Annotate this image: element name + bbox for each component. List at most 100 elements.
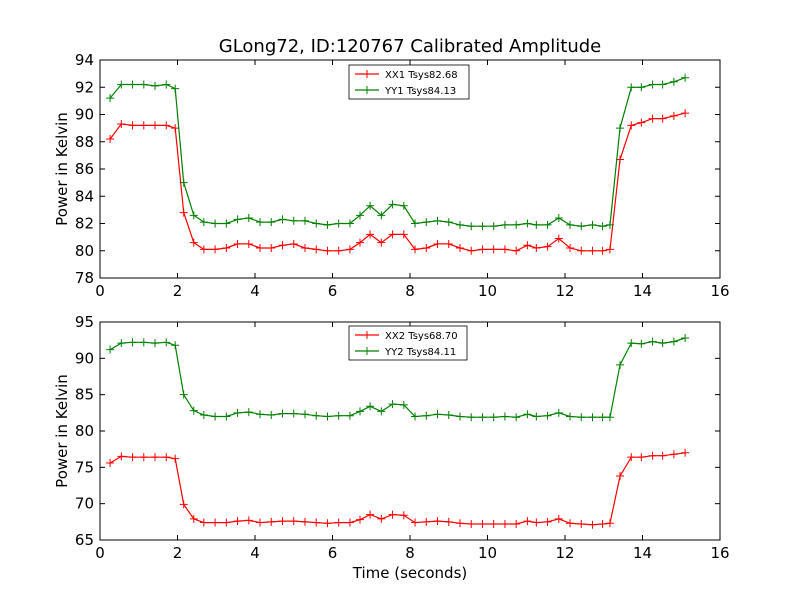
data-point [323,519,332,528]
data-point [637,118,646,127]
legend-entry: YY1 Tsys84.13 [384,86,456,97]
x-tick-label: 16 [710,282,729,300]
data-point [179,178,188,187]
data-point [244,516,253,525]
data-point [377,514,386,523]
data-point [543,220,552,229]
data-point [211,518,220,527]
y-tick-label: 94 [75,51,94,69]
data-point [489,222,498,231]
data-point [554,214,563,223]
data-point [455,220,464,229]
legend-entry: XX2 Tsys68.70 [385,331,458,342]
data-point [222,412,231,421]
data-point [233,239,242,248]
data-point [444,517,453,526]
data-point [199,245,208,254]
data-point [179,390,188,399]
data-point [467,246,476,255]
data-point [669,77,678,86]
data-point [399,201,408,210]
bottom-plot: 0 2 4 6 8 10 12 14 16 65 70 75 80 85 90 95 Power in Kelv… [53,313,730,562]
data-point [500,412,509,421]
data-point [433,239,442,248]
data-point [554,234,563,243]
data-point [658,339,667,348]
data-point [199,218,208,227]
data-point [399,230,408,239]
x-tick-label: 16 [710,544,729,562]
data-point [478,413,487,422]
data-point [588,520,597,529]
data-point [605,519,614,528]
data-point [422,411,431,420]
data-point [500,245,509,254]
x-tick-label: 4 [250,282,260,300]
y-tick-label: 90 [75,106,94,124]
data-point [577,222,586,231]
data-point [605,245,614,254]
data-point [411,245,420,254]
data-point [543,242,552,251]
y-tick-label: 86 [75,160,94,178]
data-point [377,211,386,220]
data-point [681,448,690,457]
data-point [422,244,431,253]
data-point [388,400,397,409]
data-point [532,220,541,229]
data-point [411,518,420,527]
data-point [588,246,597,255]
data-point [500,220,509,229]
data-point [444,411,453,420]
data-point [512,220,521,229]
data-point [162,121,171,130]
legend-marker [363,70,371,78]
data-point [300,517,309,526]
x-tick-label: 10 [478,544,497,562]
data-point [681,109,690,118]
data-point [139,80,148,89]
data-point [627,339,636,348]
y-tick-label: 85 [75,386,94,404]
data-point [356,211,365,220]
data-point [627,453,636,462]
data-point [179,208,188,217]
data-point [267,517,276,526]
data-point [554,408,563,417]
legend-entry: YY2 Tsys84.11 [384,347,456,358]
data-point [598,222,607,231]
data-point [455,412,464,421]
data-point [171,124,180,133]
data-point [139,121,148,130]
data-point [577,520,586,529]
legend-entry: XX1 Tsys82.68 [385,70,458,81]
data-point [648,451,657,460]
x-tick-label: 12 [555,282,574,300]
y-tick-label: 90 [75,349,94,367]
data-point [433,216,442,225]
data-point [345,245,354,254]
legend-marker [363,331,371,339]
data-point [162,453,171,462]
data-point [356,238,365,247]
data-point [334,246,343,255]
data-point [345,518,354,527]
legend-box [348,325,468,361]
data-point [637,453,646,462]
data-point [278,215,287,224]
data-point [681,73,690,82]
data-point [289,517,298,526]
data-point [605,220,614,229]
y-tick-label: 88 [75,133,94,151]
y-tick-label: 84 [75,187,94,205]
legend-box [348,64,470,100]
data-point [117,120,126,129]
data-point [467,520,476,529]
data-point [256,244,265,253]
data-point [566,412,575,421]
data-point [128,338,137,347]
x-tick-label: 14 [633,282,652,300]
data-point [256,218,265,227]
data-point [366,510,375,519]
